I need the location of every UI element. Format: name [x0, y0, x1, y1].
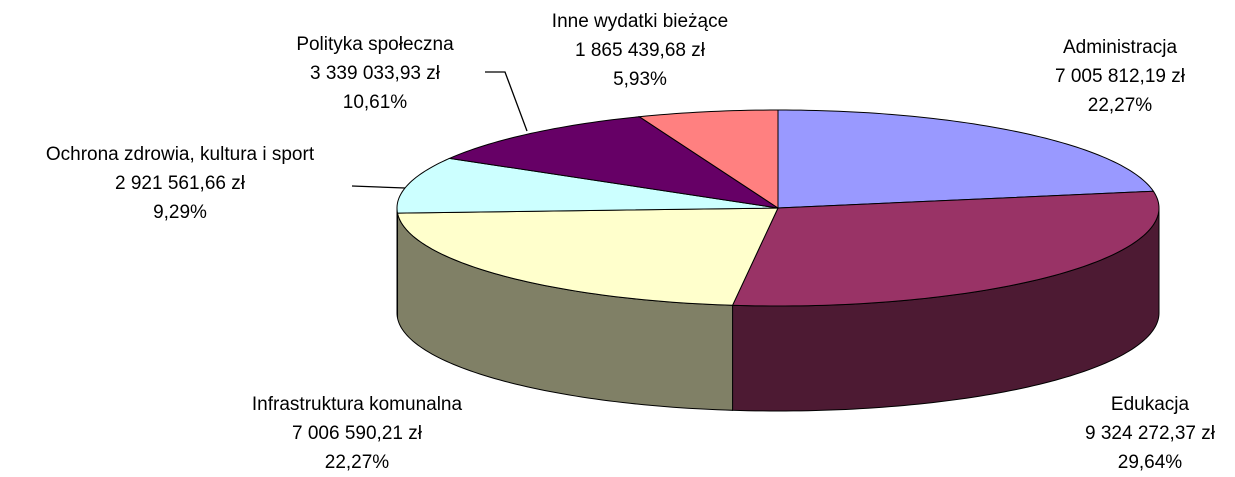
value-label: 1 865 439,68 zł [575, 40, 706, 61]
slice [731, 190, 1160, 307]
value-label: 3 339 033,93 zł [310, 63, 441, 84]
percent-label: 9,29% [153, 202, 207, 223]
slice-label: Administracja [1063, 37, 1177, 58]
slice [396, 157, 779, 214]
percent-label: 29,64% [1118, 452, 1183, 473]
slice-label: Inne wydatki bieżące [552, 11, 728, 32]
percent-label: 5,93% [613, 69, 667, 90]
slice-label: Ochrona zdrowia, kultura i sport [46, 144, 315, 165]
percent-label: 10,61% [343, 92, 408, 113]
slice-label: Edukacja [1111, 394, 1190, 415]
leader-line [351, 185, 406, 189]
slice [637, 109, 779, 209]
slice-label: Polityka społeczna [296, 34, 454, 55]
slice [777, 109, 1155, 209]
slice [396, 207, 779, 306]
leader-line [485, 71, 528, 132]
value-label: 2 921 561,66 zł [115, 173, 246, 194]
percent-label: 22,27% [325, 452, 390, 473]
percent-label: 22,27% [1088, 95, 1153, 116]
value-label: 7 006 590,21 zł [292, 423, 423, 444]
slice-side [396, 207, 399, 319]
value-label: 9 324 272,37 zł [1085, 423, 1216, 444]
slice [447, 116, 779, 209]
value-label: 7 005 812,19 zł [1055, 66, 1186, 87]
slice-label: Infrastruktura komunalna [252, 394, 463, 415]
